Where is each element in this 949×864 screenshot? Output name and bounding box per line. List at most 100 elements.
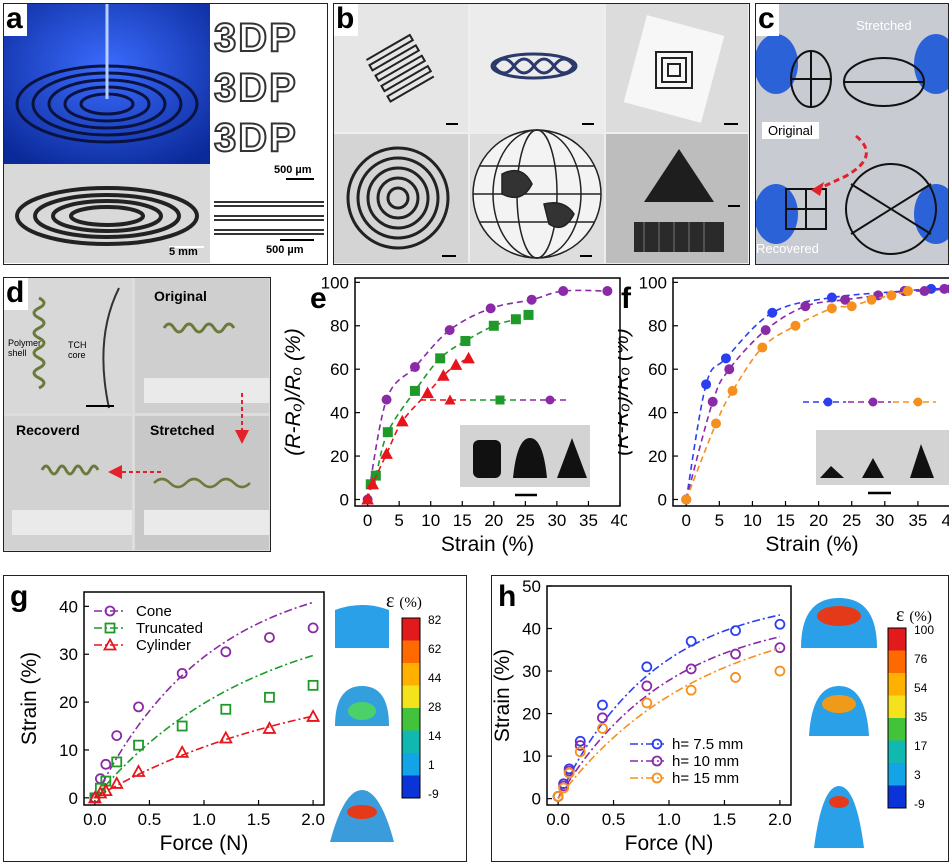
data-point — [920, 287, 929, 296]
x-tick-label: 1.0 — [192, 810, 216, 829]
fea-renders — [801, 598, 877, 848]
y-tick-label: 60 — [648, 360, 667, 379]
data-point — [221, 647, 230, 656]
data-point — [445, 326, 454, 335]
colorbar-label: 54 — [914, 681, 928, 695]
lattice-block — [634, 222, 724, 252]
data-point — [708, 397, 717, 406]
data-point — [603, 287, 612, 296]
data-point — [112, 731, 121, 740]
fit-line — [368, 358, 469, 499]
data-point — [731, 626, 740, 635]
data-point — [687, 664, 696, 673]
recoverd-label: Recoverd — [16, 422, 80, 438]
polymer-shell-label: Polymer shell — [8, 338, 53, 358]
panel-d: d Original Polymer shell TCH core Recove… — [3, 277, 271, 552]
x-tick-label: 35 — [579, 511, 598, 530]
data-point — [702, 380, 711, 389]
colorbar-label: 3 — [914, 768, 921, 782]
data-point — [687, 686, 696, 695]
data-point — [768, 308, 777, 317]
stretched-label-d: Stretched — [150, 422, 215, 438]
colorbar-segment — [402, 641, 420, 664]
fit-line — [95, 602, 313, 797]
colorbar-segment — [402, 663, 420, 686]
y-tick-label: 50 — [522, 577, 541, 596]
panel-label-e: e — [310, 284, 327, 314]
data-point — [554, 792, 563, 801]
fit-line — [95, 716, 313, 798]
panel-label-h: h — [498, 582, 516, 612]
y-tick-label: 0 — [340, 490, 349, 509]
panel-label-a: a — [4, 4, 27, 36]
x-axis-label: Force (N) — [160, 832, 249, 855]
data-point — [527, 295, 536, 304]
x-tick-label: 2.0 — [301, 810, 325, 829]
fit-line — [558, 648, 780, 798]
fit-line — [95, 656, 313, 798]
data-point — [642, 698, 651, 707]
data-point — [731, 673, 740, 682]
data-point — [265, 693, 274, 702]
colorbar-label: -9 — [914, 797, 925, 811]
x-tick-label: 15 — [453, 511, 472, 530]
data-point — [775, 620, 784, 629]
x-tick-label: 2.0 — [768, 810, 792, 829]
data-point — [96, 774, 105, 783]
y-tick-label: 0 — [658, 490, 667, 509]
panel-label-f: f — [621, 284, 631, 314]
series-1 — [90, 656, 317, 803]
legend-label: h= 10 mm — [672, 753, 739, 770]
data-point — [111, 778, 122, 788]
epsilon-label-h: ε (%) — [896, 604, 932, 627]
fea-75-hot — [817, 606, 861, 626]
y-axis-label: (R-Rₒ)/Rₒ (%) — [618, 328, 633, 455]
data-point — [134, 702, 143, 711]
series-1 — [554, 637, 785, 801]
data-point — [598, 701, 607, 710]
y-tick-label: 30 — [522, 662, 541, 681]
y-tick-label: 10 — [522, 747, 541, 766]
colorbar-segment — [888, 741, 906, 764]
data-point — [383, 428, 392, 437]
x-tick-label: 1.5 — [713, 810, 737, 829]
x-tick-label: 10 — [743, 511, 762, 530]
colorbar-label: 28 — [428, 700, 442, 714]
colorbar-label: 1 — [428, 758, 435, 772]
y-tick-label: 80 — [648, 317, 667, 336]
legend-marker — [546, 396, 555, 405]
y-tick-label: 10 — [59, 741, 78, 760]
data-point — [598, 713, 607, 722]
colorbar-segment — [402, 776, 420, 799]
x-tick-label: 15 — [776, 511, 795, 530]
text-3dp-2: 3DP — [214, 66, 298, 111]
legend-marker — [914, 398, 923, 407]
x-tick-label: 1.0 — [657, 810, 681, 829]
data-point — [422, 388, 433, 398]
data-point — [559, 287, 568, 296]
panel-label-d: d — [4, 278, 28, 310]
y-tick-label: 30 — [59, 645, 78, 664]
x-axis-label: Force (N) — [625, 832, 714, 855]
x-tick-label: 0 — [363, 511, 372, 530]
colorbar-label: 82 — [428, 613, 442, 627]
colorbar-label: 44 — [428, 671, 442, 685]
epsilon-unit: (%) — [909, 609, 932, 625]
x-tick-label: 0.0 — [546, 810, 570, 829]
panel-a: a 3DP 3DP 3DP 500 µm 500 µm 5 mm — [3, 3, 328, 265]
data-point — [887, 291, 896, 300]
data-point — [101, 760, 110, 769]
x-tick-label: 1.5 — [247, 810, 271, 829]
colorbar-segment — [402, 708, 420, 731]
data-point — [511, 315, 520, 324]
data-point — [827, 304, 836, 313]
data-point — [682, 495, 691, 504]
x-tick-label: 35 — [908, 511, 927, 530]
colorbar-label: -9 — [428, 787, 439, 801]
x-tick-label: 25 — [516, 511, 535, 530]
legend-label: h= 7.5 mm — [672, 736, 743, 753]
